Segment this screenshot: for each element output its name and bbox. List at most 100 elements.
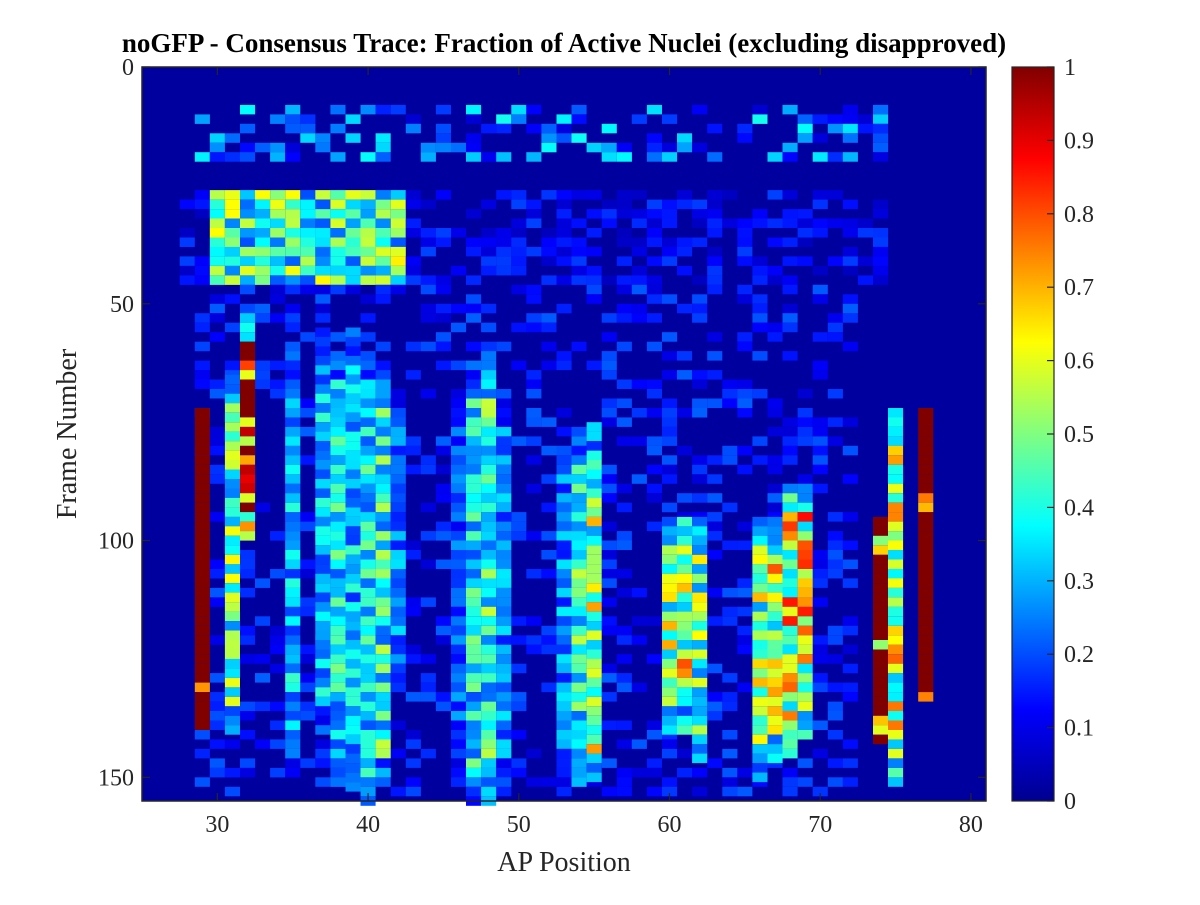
heatmap-cell xyxy=(511,692,527,702)
heatmap-cell xyxy=(360,379,376,389)
heatmap-cell xyxy=(481,701,497,712)
heatmap-cell xyxy=(270,294,286,304)
heatmap-cell xyxy=(345,649,361,659)
heatmap-cell xyxy=(285,379,301,389)
heatmap-cell xyxy=(345,488,361,498)
heatmap-cell xyxy=(873,573,889,584)
heatmap-cell xyxy=(812,786,828,797)
heatmap-cell xyxy=(315,422,331,432)
heatmap-cell xyxy=(315,758,331,768)
heatmap-cell xyxy=(405,644,421,655)
heatmap-cell xyxy=(842,133,858,143)
heatmap-cell xyxy=(300,228,316,238)
heatmap-cell xyxy=(918,654,934,664)
heatmap-cell xyxy=(601,786,617,797)
heatmap-cell xyxy=(842,682,858,693)
heatmap-cell xyxy=(511,701,527,712)
heatmap-cell xyxy=(330,701,346,712)
heatmap-cell xyxy=(707,190,723,200)
heatmap-cell xyxy=(360,711,376,721)
heatmap-cell xyxy=(466,644,482,655)
heatmap-cell xyxy=(782,104,798,115)
heatmap-cell xyxy=(375,512,391,522)
heatmap-cell xyxy=(451,142,467,153)
heatmap-cell xyxy=(827,559,843,569)
heatmap-cell xyxy=(466,730,482,740)
heatmap-cell xyxy=(812,199,828,210)
heatmap-cell xyxy=(888,464,904,475)
heatmap-cell xyxy=(360,682,376,693)
heatmap-cell xyxy=(918,512,934,522)
heatmap-cell xyxy=(767,502,783,513)
heatmap-cell xyxy=(451,663,467,674)
heatmap-cell xyxy=(435,284,451,295)
heatmap-cell xyxy=(601,408,617,418)
heatmap-cell xyxy=(194,625,210,636)
colorbar-tick-label: 0.3 xyxy=(1064,569,1094,595)
heatmap-cell xyxy=(496,739,512,749)
heatmap-cell xyxy=(662,436,678,446)
heatmap-cell xyxy=(315,237,331,247)
heatmap-cell xyxy=(571,531,587,541)
heatmap-cell xyxy=(918,540,934,550)
heatmap-cell xyxy=(315,725,331,735)
heatmap-cell xyxy=(842,559,858,569)
heatmap-cell xyxy=(330,502,346,513)
heatmap-cell xyxy=(737,644,753,655)
heatmap-cell xyxy=(571,777,587,787)
heatmap-cell xyxy=(541,644,557,655)
heatmap-cell xyxy=(345,384,361,394)
heatmap-cell xyxy=(888,673,904,683)
heatmap-cell xyxy=(300,682,316,693)
colorbar-tick-label: 0.1 xyxy=(1064,716,1094,742)
heatmap-cell xyxy=(918,692,934,702)
heatmap-cell xyxy=(692,512,708,522)
heatmap-cell xyxy=(405,190,421,200)
heatmap-cell xyxy=(330,464,346,475)
heatmap-cell xyxy=(345,218,361,228)
heatmap-cell xyxy=(782,493,798,503)
heatmap-cell xyxy=(616,436,632,446)
heatmap-cell xyxy=(662,739,678,749)
heatmap-cell xyxy=(692,734,708,745)
heatmap-cell xyxy=(692,104,708,115)
heatmap-cell xyxy=(224,265,240,276)
heatmap-cell xyxy=(496,569,512,579)
heatmap-cell xyxy=(556,218,572,228)
heatmap-cell xyxy=(556,559,572,569)
heatmap-cell xyxy=(782,417,798,427)
heatmap-cell xyxy=(466,502,482,513)
heatmap-cell xyxy=(315,573,331,584)
heatmap-cell xyxy=(481,663,497,674)
heatmap-cell xyxy=(842,294,858,304)
heatmap-cell xyxy=(375,597,391,607)
heatmap-cell xyxy=(375,474,391,484)
heatmap-cell xyxy=(435,123,451,134)
heatmap-cell xyxy=(737,341,753,352)
heatmap-cell xyxy=(842,663,858,674)
heatmap-cell xyxy=(511,199,527,210)
heatmap-cell xyxy=(360,540,376,550)
heatmap-cell xyxy=(571,483,587,494)
heatmap-cell xyxy=(209,303,225,314)
heatmap-cell xyxy=(315,460,331,470)
heatmap-cell xyxy=(435,493,451,503)
heatmap-cell xyxy=(330,123,346,134)
heatmap-cell xyxy=(782,152,798,162)
heatmap-cell xyxy=(918,436,934,446)
heatmap-cell xyxy=(481,483,497,494)
heatmap-cell xyxy=(827,758,843,768)
heatmap-cell xyxy=(330,597,346,607)
heatmap-cell xyxy=(888,587,904,598)
heatmap-cell xyxy=(662,602,678,612)
heatmap-cell xyxy=(345,621,361,631)
heatmap-cell xyxy=(556,644,572,655)
heatmap-cell xyxy=(918,673,934,683)
heatmap-cell xyxy=(767,275,783,285)
heatmap-cell xyxy=(722,786,738,797)
heatmap-cell xyxy=(888,692,904,702)
heatmap-cell xyxy=(827,531,843,541)
heatmap-cell xyxy=(481,644,497,655)
heatmap-cell xyxy=(812,654,828,664)
heatmap-cell xyxy=(692,592,708,603)
